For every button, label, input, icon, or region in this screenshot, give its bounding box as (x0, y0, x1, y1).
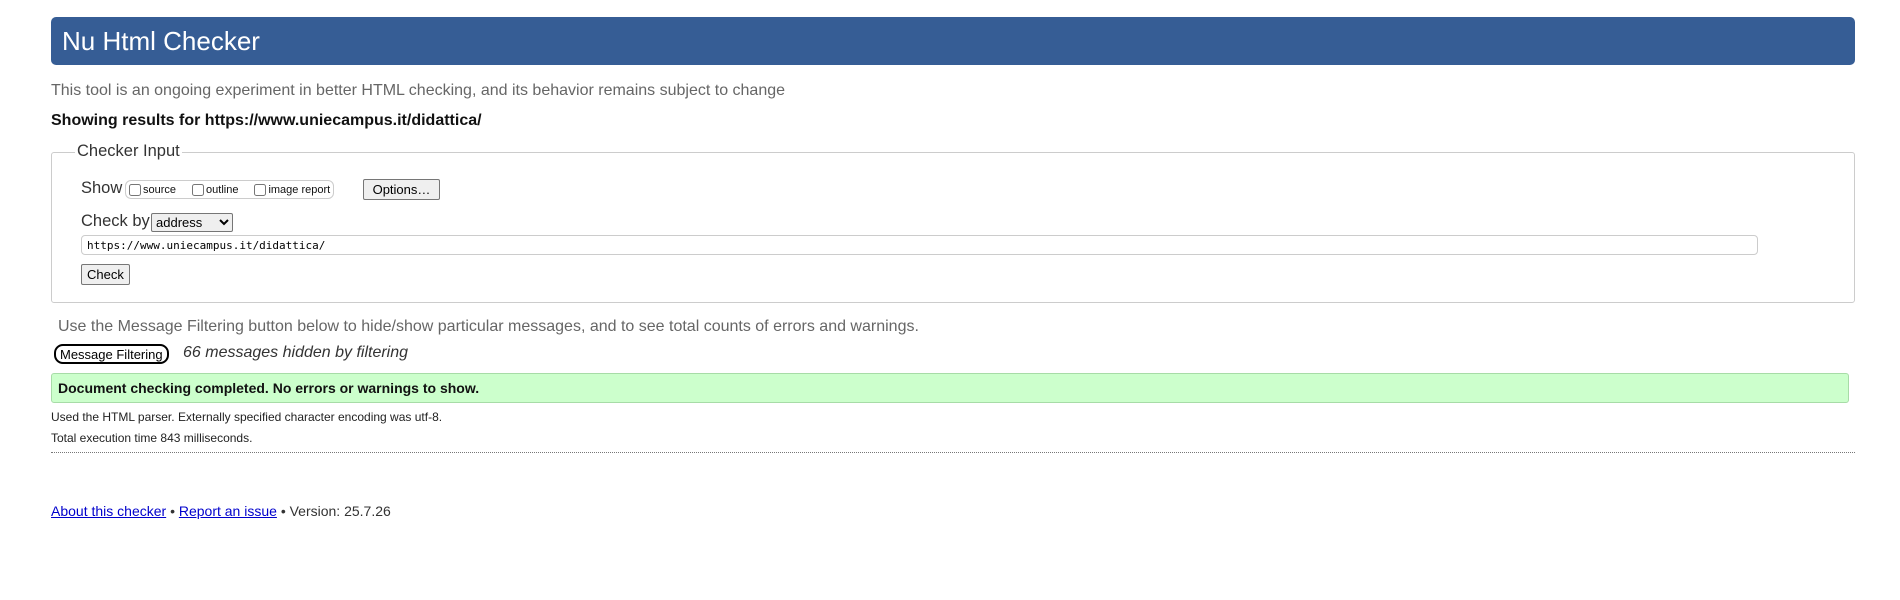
checker-input-fieldset (51, 152, 1855, 303)
show-label: Show (81, 179, 123, 197)
header-bar: Nu Html Checker (51, 17, 1855, 65)
footer: About this checker • Report an issue • V… (51, 503, 391, 519)
showing-results-heading: Showing results for https://www.uniecamp… (51, 112, 482, 129)
show-options-group: source outline image report (125, 180, 335, 199)
version-text: Version: 25.7.26 (289, 503, 391, 519)
intro-text: This tool is an ongoing experiment in be… (51, 82, 786, 99)
image-report-label: image report (268, 183, 331, 196)
outline-checkbox[interactable] (192, 183, 205, 196)
about-link[interactable]: About this checker (51, 503, 167, 519)
check-by-select[interactable]: address (151, 213, 233, 232)
options-button[interactable]: Options… (363, 179, 440, 200)
outline-label: outline (206, 183, 239, 196)
image-report-checkbox[interactable] (254, 183, 267, 196)
message-filtering-button[interactable]: Message Filtering (54, 344, 169, 364)
separator: • (170, 503, 175, 519)
check-button[interactable]: Check (81, 264, 130, 285)
execution-time: Total execution time 843 milliseconds. (51, 431, 253, 445)
dotted-divider (51, 452, 1855, 453)
check-by-label: Check by (81, 212, 150, 230)
source-checkbox[interactable] (129, 183, 141, 196)
url-input[interactable] (81, 235, 1758, 255)
source-label: source (143, 183, 177, 196)
show-source-option[interactable]: source (129, 183, 177, 196)
hidden-messages-count: 66 messages hidden by filtering (183, 344, 409, 361)
checker-input-legend: Checker Input (75, 142, 182, 161)
success-message: Document checking completed. No errors o… (51, 373, 1849, 403)
report-issue-link[interactable]: Report an issue (178, 503, 277, 519)
show-image-report-option[interactable]: image report (254, 183, 331, 196)
separator: • (280, 503, 286, 519)
show-outline-option[interactable]: outline (192, 183, 239, 196)
parser-info: Used the HTML parser. Externally specifi… (51, 410, 443, 424)
page-title: Nu Html Checker (62, 26, 260, 56)
filter-note: Use the Message Filtering button below t… (58, 318, 919, 335)
